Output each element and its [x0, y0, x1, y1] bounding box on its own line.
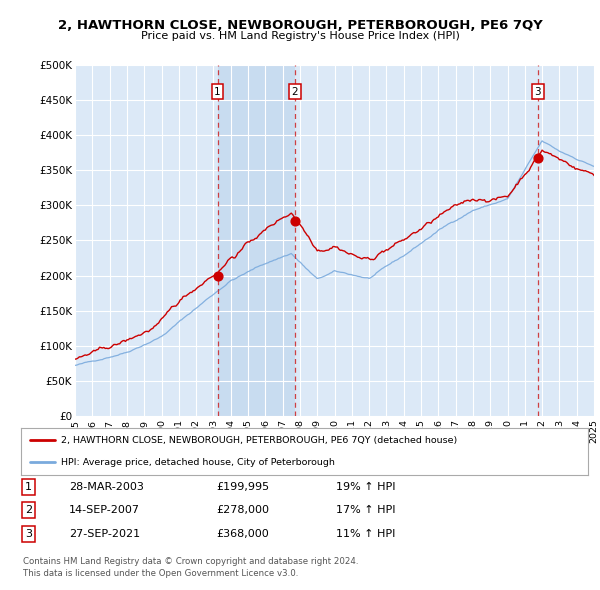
Bar	[218, 65, 295, 416]
Text: 3: 3	[25, 529, 32, 539]
Text: HPI: Average price, detached house, City of Peterborough: HPI: Average price, detached house, City…	[61, 458, 335, 467]
Text: 14-SEP-2007: 14-SEP-2007	[69, 506, 140, 515]
Point	[213, 271, 223, 280]
Text: 2, HAWTHORN CLOSE, NEWBOROUGH, PETERBOROUGH, PE6 7QY: 2, HAWTHORN CLOSE, NEWBOROUGH, PETERBORO…	[58, 19, 542, 32]
Text: 17% ↑ HPI: 17% ↑ HPI	[336, 506, 395, 515]
Point	[533, 153, 542, 162]
Text: £368,000: £368,000	[216, 529, 269, 539]
Text: Price paid vs. HM Land Registry's House Price Index (HPI): Price paid vs. HM Land Registry's House …	[140, 31, 460, 41]
Text: 1: 1	[214, 87, 221, 97]
Text: 1: 1	[25, 482, 32, 491]
Text: 27-SEP-2021: 27-SEP-2021	[69, 529, 140, 539]
Text: 2: 2	[25, 506, 32, 515]
Text: 11% ↑ HPI: 11% ↑ HPI	[336, 529, 395, 539]
Text: Contains HM Land Registry data © Crown copyright and database right 2024.
This d: Contains HM Land Registry data © Crown c…	[23, 557, 358, 578]
Text: 3: 3	[535, 87, 541, 97]
Point	[290, 216, 299, 225]
Text: £278,000: £278,000	[216, 506, 269, 515]
Text: 19% ↑ HPI: 19% ↑ HPI	[336, 482, 395, 491]
Text: 28-MAR-2003: 28-MAR-2003	[69, 482, 144, 491]
Text: 2: 2	[292, 87, 298, 97]
Text: £199,995: £199,995	[216, 482, 269, 491]
Text: 2, HAWTHORN CLOSE, NEWBOROUGH, PETERBOROUGH, PE6 7QY (detached house): 2, HAWTHORN CLOSE, NEWBOROUGH, PETERBORO…	[61, 436, 457, 445]
